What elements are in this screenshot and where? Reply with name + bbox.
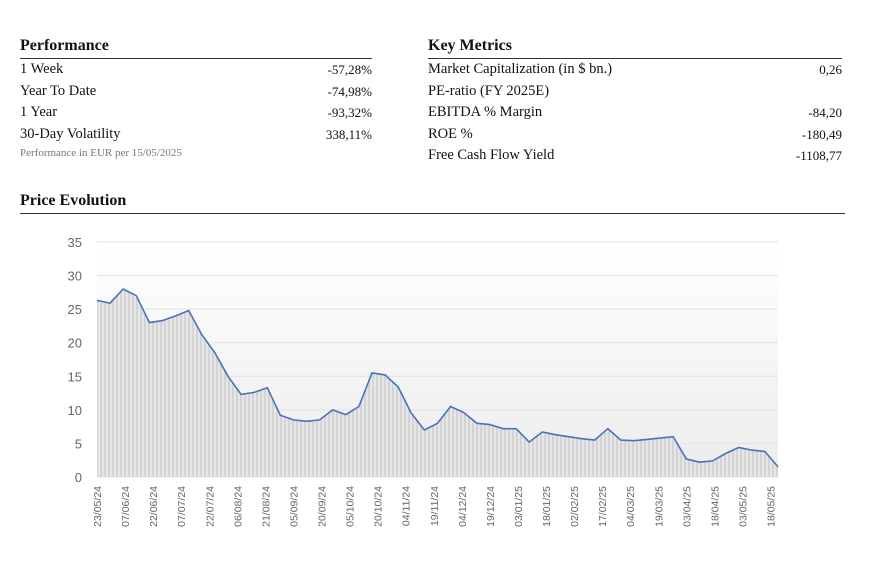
y-tick-label: 35 <box>68 235 82 250</box>
row: PE-ratio (FY 2025E) <box>428 81 842 103</box>
x-tick-label: 03/05/25 <box>737 486 749 527</box>
label: Year To Date <box>20 82 97 99</box>
y-tick-label: 25 <box>68 302 82 317</box>
row: EBITDA % Margin -84,20 <box>428 102 842 124</box>
row: 1 Year -93,32% <box>20 102 372 124</box>
x-tick-label: 03/04/25 <box>681 486 693 527</box>
label: ROE % <box>428 125 473 142</box>
x-tick-label: 07/06/24 <box>120 486 132 527</box>
x-tick-label: 19/12/24 <box>485 486 497 527</box>
row: Year To Date -74,98% <box>20 81 372 103</box>
label: PE-ratio (FY 2025E) <box>428 82 550 99</box>
chart-header: Price Evolution <box>20 192 845 214</box>
row: 1 Week -57,28% <box>20 59 372 81</box>
label: Market Capitalization (in $ bn.) <box>428 61 613 77</box>
x-tick-label: 20/09/24 <box>317 486 329 527</box>
x-tick-label: 19/11/24 <box>429 486 441 526</box>
x-tick-label: 22/06/24 <box>148 486 160 527</box>
y-tick-label: 30 <box>68 269 82 284</box>
label: 1 Week <box>20 61 64 77</box>
section-title: Performance <box>20 37 372 59</box>
x-tick-label: 21/08/24 <box>260 486 272 527</box>
value: 338,11% <box>325 126 372 142</box>
x-tick-label: 23/05/24 <box>92 486 104 527</box>
y-tick-label: 15 <box>68 369 82 384</box>
value: -57,28% <box>327 62 372 77</box>
x-tick-label: 17/02/25 <box>597 486 609 527</box>
x-tick-label: 04/12/24 <box>457 486 469 527</box>
x-tick-label: 04/03/25 <box>625 486 637 527</box>
x-tick-label: 03/01/25 <box>513 486 525 527</box>
label: 30-Day Volatility <box>20 125 121 142</box>
label: EBITDA % Margin <box>428 104 543 120</box>
rows: 1 Week -57,28% Year To Date -74,98% 1 Year -9… <box>20 59 372 145</box>
x-tick-label: 18/05/25 <box>766 486 778 527</box>
label: Free Cash Flow Yield <box>428 147 555 163</box>
section-title: Key Metrics <box>428 37 842 59</box>
y-tick-label: 5 <box>75 436 82 451</box>
x-tick-label: 19/03/25 <box>653 486 665 527</box>
value: 0,26 <box>819 62 842 77</box>
x-tick-label: 02/02/25 <box>569 486 581 527</box>
row: 30-Day Volatility 338,11% <box>20 124 372 146</box>
value: -74,98% <box>327 83 372 99</box>
price-line <box>96 288 779 468</box>
label: 1 Year <box>20 104 58 120</box>
row: Market Capitalization (in $ bn.) 0,26 <box>428 59 842 81</box>
value: -93,32% <box>327 105 372 120</box>
area <box>97 289 778 477</box>
x-tick-label: 07/07/24 <box>176 486 188 527</box>
value: -1108,77 <box>795 148 842 163</box>
note: Performance in EUR per 15/05/2025 <box>20 147 182 159</box>
x-tick-label: 05/09/24 <box>288 486 300 527</box>
x-tick-label: 20/10/24 <box>373 486 385 527</box>
row: Free Cash Flow Yield -1108,77 <box>428 145 842 167</box>
performance-section: Performance 1 Week -57,28% Year To Date -74… <box>20 37 372 159</box>
chart-title: Price Evolution <box>20 192 845 214</box>
value: -180,49 <box>801 126 842 142</box>
y-tick-label: 10 <box>68 403 82 418</box>
x-tick-label: 18/01/25 <box>541 486 553 527</box>
key-metrics-section: Key Metrics Market Capitalization (in $ … <box>428 37 842 167</box>
x-tick-label: 22/07/24 <box>204 486 216 527</box>
value: -84,20 <box>808 105 842 120</box>
x-tick-label: 04/11/24 <box>401 486 413 526</box>
x-tick-label: 18/04/25 <box>709 486 721 527</box>
y-tick-label: 0 <box>75 470 82 485</box>
y-tick-label: 20 <box>68 336 82 351</box>
row: ROE % -180,49 <box>428 124 842 146</box>
rows: Market Capitalization (in $ bn.) 0,26 PE-r… <box>428 59 842 167</box>
x-tick-label: 05/10/24 <box>345 486 357 527</box>
x-tick-label: 06/08/24 <box>232 486 244 527</box>
